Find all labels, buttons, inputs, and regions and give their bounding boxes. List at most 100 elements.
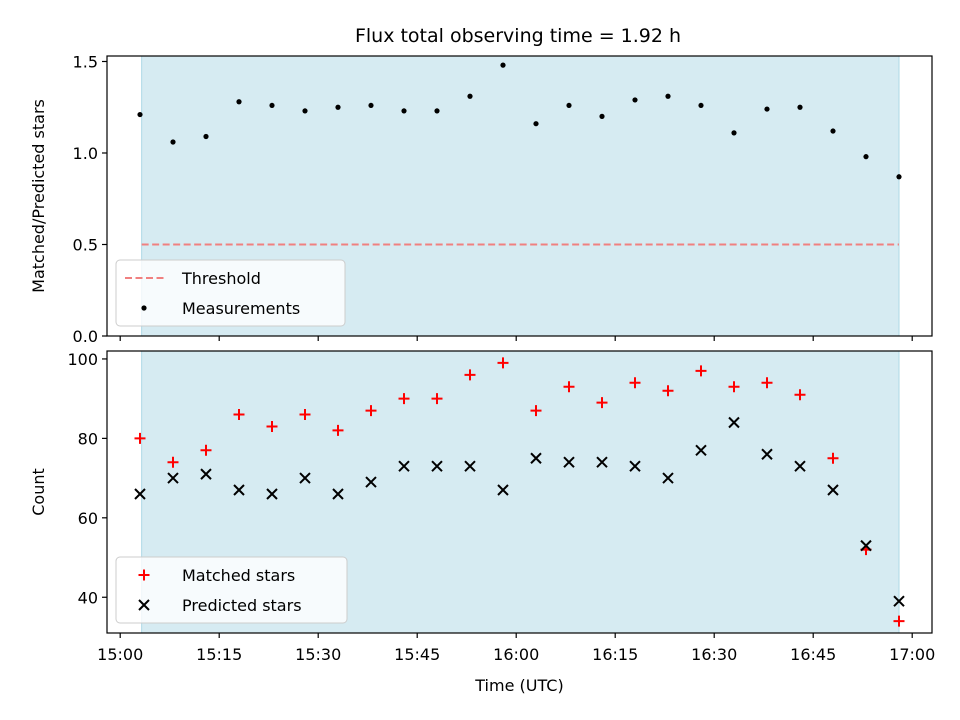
- matched-point: [761, 377, 773, 389]
- measurement-point: [731, 130, 737, 136]
- axes-frame: [106, 55, 933, 337]
- legend: Threshold Measurements: [115, 259, 346, 327]
- predicted-point: [794, 460, 806, 472]
- measurement-point: [830, 128, 836, 134]
- matched-point: [629, 377, 641, 389]
- measurement-point: [434, 108, 440, 114]
- measurement-point: [170, 139, 176, 145]
- predicted-point: [332, 488, 344, 500]
- predicted-point: [398, 460, 410, 472]
- x-tick-label: 16:00: [493, 645, 539, 664]
- predicted-point: [299, 472, 311, 484]
- x-tick-label: 15:45: [394, 645, 440, 664]
- predicted-point: [167, 472, 179, 484]
- predicted-point: [728, 416, 740, 429]
- measurement-point: [698, 102, 704, 109]
- matched-point: [332, 424, 344, 436]
- predicted-point: [464, 460, 476, 472]
- legend-label: Predicted stars: [182, 596, 302, 615]
- x-tick-label: 17:00: [889, 645, 935, 664]
- predicted-point: [596, 456, 608, 468]
- legend-label: Matched stars: [182, 566, 295, 585]
- top-panel: 0.0 0.5 1.0 1.5 Matched/Predicted stars Thres…: [29, 52, 933, 346]
- matched-point: [497, 357, 509, 369]
- measurement-point: [500, 62, 506, 68]
- measurement-point: [896, 174, 902, 180]
- axes-frame: [106, 350, 933, 634]
- x-tick-label: 16:15: [592, 645, 638, 664]
- matched-point: [827, 452, 839, 464]
- matched-point: [200, 444, 212, 456]
- matched-point: [299, 409, 311, 421]
- measurement-point: [401, 108, 407, 114]
- measurement-point: [566, 102, 572, 109]
- matched-point: [530, 405, 542, 417]
- measurement-point: [335, 104, 341, 110]
- measurement-point: [863, 154, 869, 160]
- predicted-point: [695, 444, 707, 457]
- predicted-point: [893, 595, 905, 607]
- matched-point: [596, 397, 608, 409]
- predicted-point: [860, 539, 872, 552]
- predicted-point: [761, 448, 773, 460]
- matched-point: [266, 420, 278, 432]
- matched-point: [431, 393, 443, 405]
- y-tick-label: 100: [67, 350, 98, 369]
- matched-point: [167, 456, 179, 468]
- legend: Matched stars Predicted stars: [115, 556, 348, 624]
- legend-label: Threshold: [181, 269, 261, 288]
- measurement-point: [599, 113, 605, 119]
- measurement-point: [632, 97, 638, 103]
- predicted-point: [530, 452, 542, 464]
- predicted-point: [629, 460, 641, 472]
- matched-point: [893, 615, 905, 627]
- predicted-point: [563, 456, 575, 468]
- predicted-point: [200, 468, 212, 480]
- matched-point: [794, 389, 806, 401]
- predicted-point: [497, 484, 509, 496]
- x-tick-label: 15:15: [196, 645, 242, 664]
- measurement-point: [764, 106, 770, 112]
- matched-point: [695, 365, 707, 377]
- x-tick-label: 15:30: [295, 645, 341, 664]
- bottom-panel: 40 60 80 100 15:00 15:15 15:30 15:45 16:00 16:15 1…: [29, 350, 935, 695]
- predicted-point: [431, 460, 443, 472]
- predicted-point: [662, 472, 674, 484]
- matched-point: [365, 405, 377, 417]
- y-tick-label: 0.0: [73, 327, 98, 346]
- legend-box: [115, 556, 348, 624]
- y-tick-label: 40: [78, 588, 98, 607]
- measurement-point: [797, 104, 803, 110]
- y-tick-label: 60: [78, 509, 98, 528]
- matched-point: [464, 369, 476, 381]
- matched-point: [134, 432, 146, 444]
- measurement-point: [137, 111, 143, 118]
- legend-predicted-swatch: [138, 599, 150, 611]
- matched-point: [233, 409, 245, 421]
- x-tick-label: 16:30: [691, 645, 737, 664]
- chart-title: Flux total observing time = 1.92 h: [355, 25, 681, 47]
- predicted-point: [134, 488, 146, 500]
- x-tick-label: 16:45: [790, 645, 836, 664]
- measurement-point: [203, 133, 209, 140]
- y-axis-label: Count: [29, 468, 48, 516]
- measurement-point: [236, 99, 242, 105]
- predicted-point: [233, 484, 245, 496]
- x-tick-label: 15:00: [97, 645, 143, 664]
- matched-point: [398, 393, 410, 405]
- x-axis-label: Time (UTC): [474, 676, 563, 695]
- legend-measurement-swatch: [141, 305, 147, 311]
- y-tick-label: 1.5: [73, 52, 98, 71]
- y-tick-label: 0.5: [73, 235, 98, 254]
- measurement-point: [467, 93, 473, 99]
- legend-label: Measurements: [182, 299, 300, 318]
- matched-point: [728, 381, 740, 393]
- y-tick-label: 1.0: [73, 144, 98, 163]
- measurement-point: [665, 93, 671, 99]
- predicted-point: [827, 484, 839, 496]
- matched-point: [662, 385, 674, 397]
- measurement-point: [302, 108, 308, 114]
- legend-box: [115, 259, 346, 327]
- measurement-point: [269, 102, 275, 109]
